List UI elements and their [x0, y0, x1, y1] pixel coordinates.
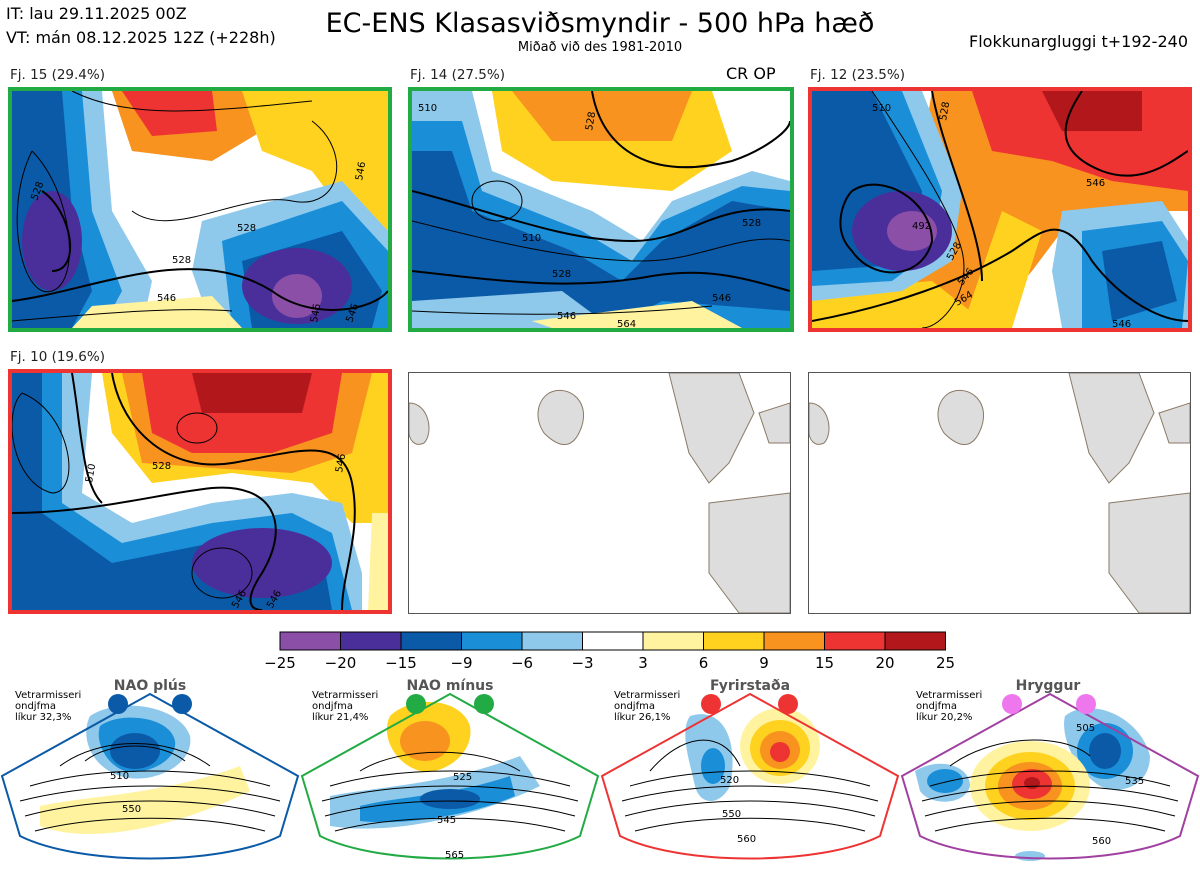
regime-contour: 520	[720, 775, 739, 786]
panel-label-fj10: Fj. 10 (19.6%)	[10, 349, 105, 365]
colorbar-cell	[763, 631, 825, 651]
regime-info: ondjfma	[312, 701, 353, 712]
regime-nao-plus: 510 550 NAO plús Vetrarmisseri ondjfma l…	[0, 678, 300, 860]
contour-label: 510	[872, 103, 891, 114]
regime-info: líkur 26,1%	[614, 711, 670, 723]
contour-label: 528	[552, 269, 571, 280]
regime-name: Fyrirstaða	[710, 678, 790, 694]
colorbar-tick-label: −9	[450, 654, 472, 672]
colorbar-tick-label: −6	[511, 654, 533, 672]
regime-contour: 505	[1076, 723, 1095, 734]
regime-name: NAO mínus	[407, 678, 494, 694]
regime-blocking: 520 550 560 Fyrirstaða Vetrarmisseri ond…	[600, 678, 900, 860]
page-title: EC-ENS Klasasviðsmyndir - 500 hPa hæð	[325, 8, 875, 39]
panel-label-fj14: Fj. 14 (27.5%)	[410, 67, 505, 83]
regime-contour: 525	[453, 772, 472, 783]
map-panel-fj12: 510 528 492 528 546 564 546 546	[808, 87, 1192, 332]
contour-label: 528	[237, 223, 256, 234]
regime-contour: 565	[445, 850, 464, 861]
colorbar-tick-label: 15	[815, 654, 834, 672]
contour-label: 528	[742, 218, 761, 229]
regime-contour: 550	[722, 809, 741, 820]
regime-name: Hryggur	[1016, 678, 1081, 694]
contour-label: 546	[1086, 178, 1105, 189]
colorbar-cell	[279, 631, 341, 651]
regime-ridge: 505 535 560 Hryggur Vetrarmisseri ondjfm…	[900, 678, 1200, 861]
empty-map-panel-1	[408, 372, 791, 614]
colorbar-cell	[521, 631, 583, 651]
regime-contour: 550	[122, 804, 141, 815]
init-time: IT: lau 29.11.2025 00Z	[6, 4, 187, 23]
regime-row: 510 550 NAO plús Vetrarmisseri ondjfma l…	[0, 678, 1200, 861]
colorbar-cell	[461, 631, 523, 651]
regime-info: ondjfma	[15, 701, 56, 712]
regime-nao-minus: 525 545 565 NAO mínus Vetrarmisseri ondj…	[300, 678, 600, 861]
contour-label: 546	[1112, 319, 1131, 328]
colorbar-cell	[824, 631, 886, 651]
contour-label: 492	[912, 221, 931, 232]
empty-map-panel-2	[808, 372, 1191, 614]
regime-info: ondjfma	[916, 701, 957, 712]
colorbar-tick-label: 9	[759, 654, 769, 672]
regime-contour: 535	[1125, 776, 1144, 787]
colorbar-tick-label: 3	[638, 654, 648, 672]
colorbar-tick-label: 25	[936, 654, 955, 672]
regime-info: Vetrarmisseri	[614, 690, 680, 701]
colorbar-cell	[884, 631, 946, 651]
regime-contour: 560	[1092, 836, 1111, 847]
contour-label: 546	[334, 453, 348, 474]
contour-label: 546	[712, 293, 731, 304]
colorbar-cell	[703, 631, 765, 651]
regime-contour: 545	[437, 815, 456, 826]
colorbar-tick-label: −3	[571, 654, 593, 672]
contour-label: 546	[557, 311, 576, 322]
colorbar-cell	[582, 631, 644, 651]
contour-label: 528	[172, 255, 191, 266]
contour-label: 528	[152, 461, 171, 472]
regime-info: líkur 32,3%	[15, 711, 71, 723]
contour-label: 546	[157, 293, 176, 304]
contour-label: 510	[84, 463, 98, 484]
map-panel-fj10: 528 546 510 546 546	[8, 369, 392, 614]
regime-info: ondjfma	[614, 701, 655, 712]
colorbar-tick-label: −20	[325, 654, 357, 672]
regime-info: líkur 21,4%	[312, 711, 368, 723]
contour-label: 510	[418, 103, 437, 114]
regime-contour: 510	[110, 771, 129, 782]
contour-label: 528	[938, 101, 952, 122]
regime-info: líkur 20,2%	[916, 711, 972, 723]
map-panel-fj15: 528 528 546 528 546 546 546	[8, 87, 392, 332]
colorbar-tick-label: 6	[699, 654, 709, 672]
contour-label: 564	[617, 319, 636, 328]
contour-label: 546	[309, 303, 323, 324]
map-panel-fj14: 510 528 510 528 528 546 546 564	[408, 87, 794, 332]
colorbar-tick-label: 20	[875, 654, 894, 672]
valid-time: VT: mán 08.12.2025 12Z (+228h)	[6, 28, 276, 47]
regime-info: Vetrarmisseri	[15, 690, 81, 701]
regime-contour: 560	[737, 834, 756, 845]
classification-window: Flokkunargluggi t+192-240	[969, 32, 1188, 51]
cr-op-marker: CR OP	[726, 64, 776, 83]
panel-label-fj12: Fj. 12 (23.5%)	[810, 67, 905, 83]
regime-name: NAO plús	[114, 678, 186, 694]
colorbar-cell	[340, 631, 402, 651]
contour-label: 546	[354, 161, 368, 182]
regime-info: Vetrarmisseri	[312, 690, 378, 701]
contour-label: 528	[584, 111, 598, 132]
colorbar: −25 −20 −15 −9 −6 −3 3 6 9 15 20 25	[264, 631, 955, 672]
colorbar-tick-label: −25	[264, 654, 296, 672]
contour-label: 510	[522, 233, 541, 244]
colorbar-cell	[642, 631, 704, 651]
regime-info: Vetrarmisseri	[916, 690, 982, 701]
colorbar-tick-label: −15	[385, 654, 417, 672]
page-subtitle: Miðað við des 1981-2010	[517, 40, 683, 55]
panel-label-fj15: Fj. 15 (29.4%)	[10, 67, 105, 83]
colorbar-cell	[400, 631, 462, 651]
